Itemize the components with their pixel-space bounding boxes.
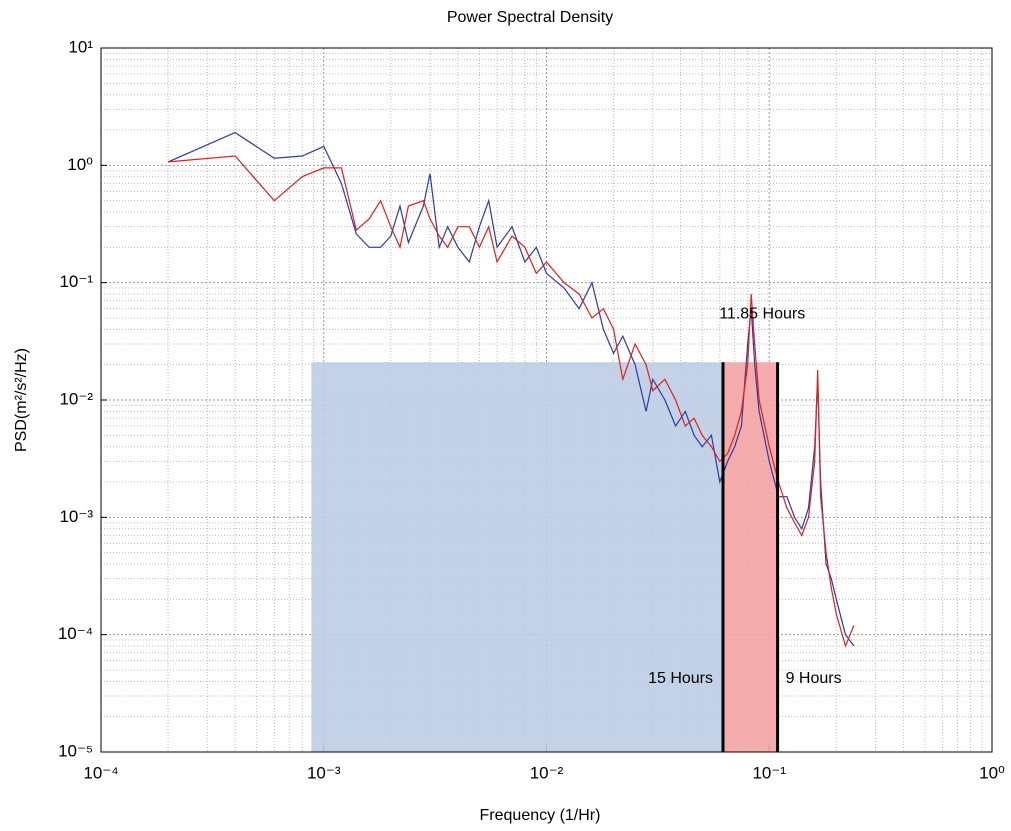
series-line <box>167 131 855 647</box>
y-tick-label: 10¹ <box>68 37 93 56</box>
chart-title: Power Spectral Density <box>447 9 613 26</box>
x-tick-label: 10⁰ <box>979 763 1005 782</box>
plot-frame <box>100 47 993 753</box>
shaded-region <box>311 362 724 752</box>
x-tick-label: 10⁻² <box>530 763 564 782</box>
x-axis-label: Frequency (1/Hr) <box>480 807 601 824</box>
x-tick-label: 10⁻⁴ <box>83 763 118 782</box>
peak-label: 11.85 Hours <box>719 305 805 322</box>
y-tick-label: 10⁻³ <box>59 507 93 526</box>
y-tick-label: 10⁻² <box>59 389 93 408</box>
y-axis-label: PSD(m²/s²/Hz) <box>13 348 30 452</box>
y-tick-label: 10⁻¹ <box>59 272 93 291</box>
x-tick-label: 10⁻³ <box>307 763 341 782</box>
shaded-region <box>723 362 778 752</box>
x-tick-label: 10⁻¹ <box>752 763 786 782</box>
y-tick-label: 10⁻⁵ <box>58 741 93 760</box>
series-line <box>168 155 855 648</box>
y-tick-label: 10⁰ <box>67 155 93 174</box>
marker-label: 9 Hours <box>786 670 842 687</box>
marker-label: 15 Hours <box>648 670 713 687</box>
y-tick-label: 10⁻⁴ <box>58 624 93 643</box>
